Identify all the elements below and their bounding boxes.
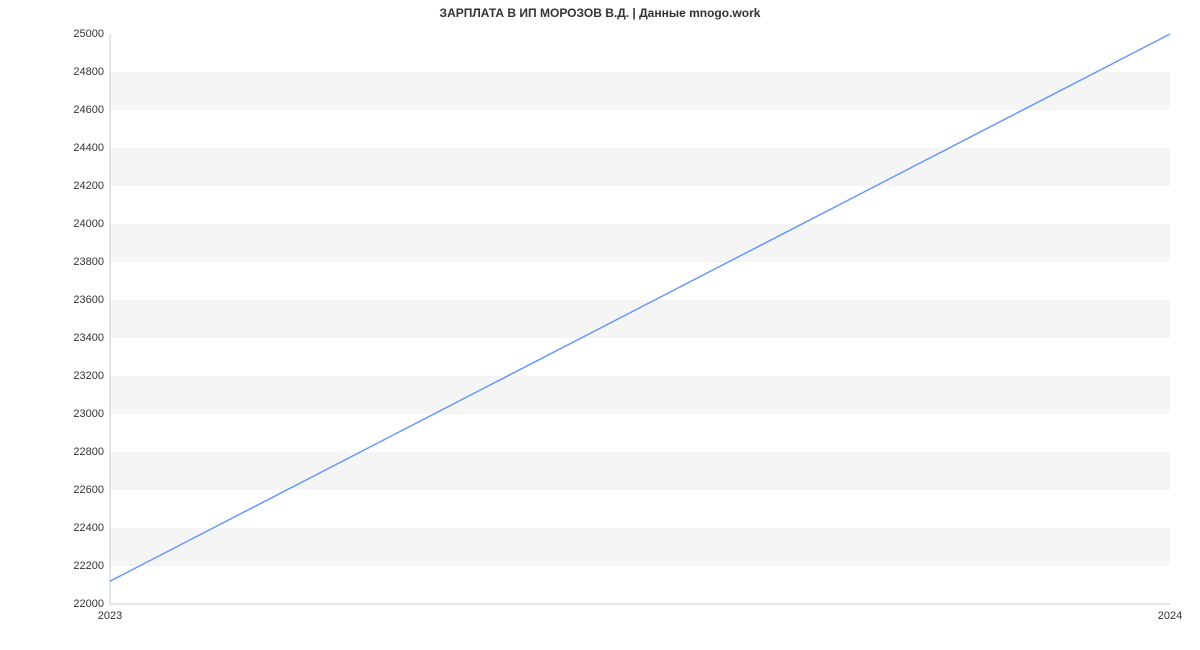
y-tick-label: 22600: [73, 484, 104, 496]
y-tick-label: 23600: [73, 294, 104, 306]
y-tick-label: 22200: [73, 560, 104, 572]
y-tick-label: 24200: [73, 180, 104, 192]
y-tick-label: 24800: [73, 66, 104, 78]
y-tick-label: 24400: [73, 142, 104, 154]
salary-chart: ЗАРПЛАТА В ИП МОРОЗОВ В.Д. | Данные mnog…: [0, 0, 1200, 650]
y-tick-label: 22800: [73, 446, 104, 458]
y-tick-label: 22400: [73, 522, 104, 534]
y-tick-label: 23200: [73, 370, 104, 382]
chart-title: ЗАРПЛАТА В ИП МОРОЗОВ В.Д. | Данные mnog…: [0, 6, 1200, 20]
y-tick-label: 23800: [73, 256, 104, 268]
plot-area: 2200022200224002260022800230002320023400…: [110, 34, 1170, 604]
y-tick-label: 23400: [73, 332, 104, 344]
x-tick-label: 2024: [1158, 610, 1182, 622]
y-tick-label: 23000: [73, 408, 104, 420]
y-tick-label: 24600: [73, 104, 104, 116]
y-tick-label: 25000: [73, 28, 104, 40]
y-tick-label: 22000: [73, 598, 104, 610]
plot-svg: [110, 34, 1170, 604]
y-tick-label: 24000: [73, 218, 104, 230]
x-tick-label: 2023: [98, 610, 122, 622]
